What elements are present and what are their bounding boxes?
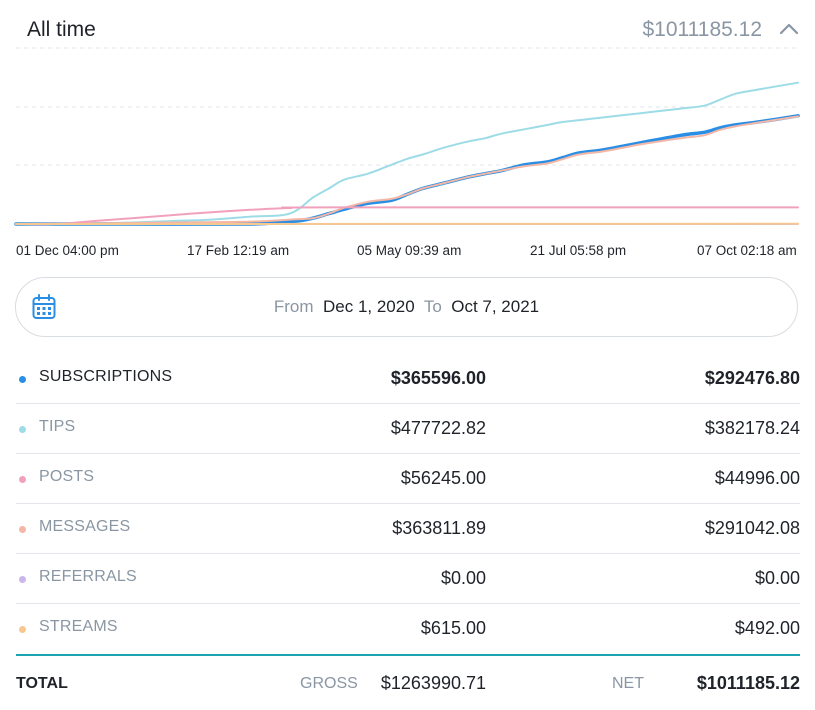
- x-tick-label: 17 Feb 12:19 am: [187, 243, 289, 258]
- x-tick-label: 07 Oct 02:18 am: [697, 243, 797, 258]
- chart-series: [16, 83, 798, 225]
- period-title: All time: [27, 18, 96, 42]
- row-gross-value: $0.00: [441, 568, 486, 589]
- total-label: TOTAL: [16, 675, 68, 693]
- earnings-row-tips[interactable]: TIPS $477722.82 $382178.24: [16, 403, 800, 454]
- row-net-value: $292476.80: [705, 368, 800, 389]
- net-label: NET: [612, 675, 644, 693]
- gross-label: GROSS: [300, 675, 358, 693]
- row-gross-value: $56245.00: [401, 468, 486, 489]
- legend-dot: [19, 376, 26, 383]
- row-gross-value: $363811.89: [392, 518, 486, 539]
- row-label: SUBSCRIPTIONS: [39, 368, 172, 386]
- row-net-value: $291042.08: [705, 518, 800, 539]
- date-range-picker[interactable]: From Dec 1, 2020 To Oct 7, 2021: [15, 277, 798, 337]
- row-gross-value: $477722.82: [391, 418, 486, 439]
- legend-dot: [19, 626, 26, 633]
- to-date[interactable]: Oct 7, 2021: [451, 297, 539, 316]
- x-tick-label: 01 Dec 04:00 pm: [16, 243, 119, 258]
- legend-dot: [19, 476, 26, 483]
- row-net-value: $44996.00: [715, 468, 800, 489]
- row-label: STREAMS: [39, 618, 118, 636]
- from-label: From: [274, 297, 314, 316]
- earnings-row-messages[interactable]: MESSAGES $363811.89 $291042.08: [16, 503, 800, 554]
- row-gross-value: $365596.00: [391, 368, 486, 389]
- row-label: POSTS: [39, 468, 94, 486]
- row-net-value: $492.00: [735, 618, 800, 639]
- legend-dot: [19, 526, 26, 533]
- row-gross-value: $615.00: [421, 618, 486, 639]
- x-tick-label: 21 Jul 05:58 pm: [530, 243, 626, 258]
- earnings-row-posts[interactable]: POSTS $56245.00 $44996.00: [16, 453, 800, 504]
- row-label: TIPS: [39, 418, 75, 436]
- earnings-line-chart: [0, 44, 815, 234]
- earnings-row-referrals[interactable]: REFERRALS $0.00 $0.00: [16, 553, 800, 604]
- header-total-amount: $1011185.12: [642, 18, 762, 42]
- legend-dot: [19, 426, 26, 433]
- row-net-value: $382178.24: [705, 418, 800, 439]
- total-net-value: $1011185.12: [697, 673, 800, 694]
- earnings-row-streams[interactable]: STREAMS $615.00 $492.00: [16, 603, 800, 653]
- row-net-value: $0.00: [755, 568, 800, 589]
- x-tick-label: 05 May 09:39 am: [357, 243, 461, 258]
- row-label: REFERRALS: [39, 568, 137, 586]
- legend-dot: [19, 576, 26, 583]
- from-date[interactable]: Dec 1, 2020: [323, 297, 415, 316]
- total-gross-value: $1263990.71: [381, 673, 486, 694]
- chevron-up-icon[interactable]: [778, 18, 800, 40]
- row-label: MESSAGES: [39, 518, 130, 536]
- to-label: To: [424, 297, 442, 316]
- series-line-tips: [16, 83, 798, 224]
- earnings-row-subscriptions[interactable]: SUBSCRIPTIONS $365596.00 $292476.80: [16, 353, 800, 404]
- total-row: TOTAL GROSS $1263990.71 NET $1011185.12: [16, 654, 800, 710]
